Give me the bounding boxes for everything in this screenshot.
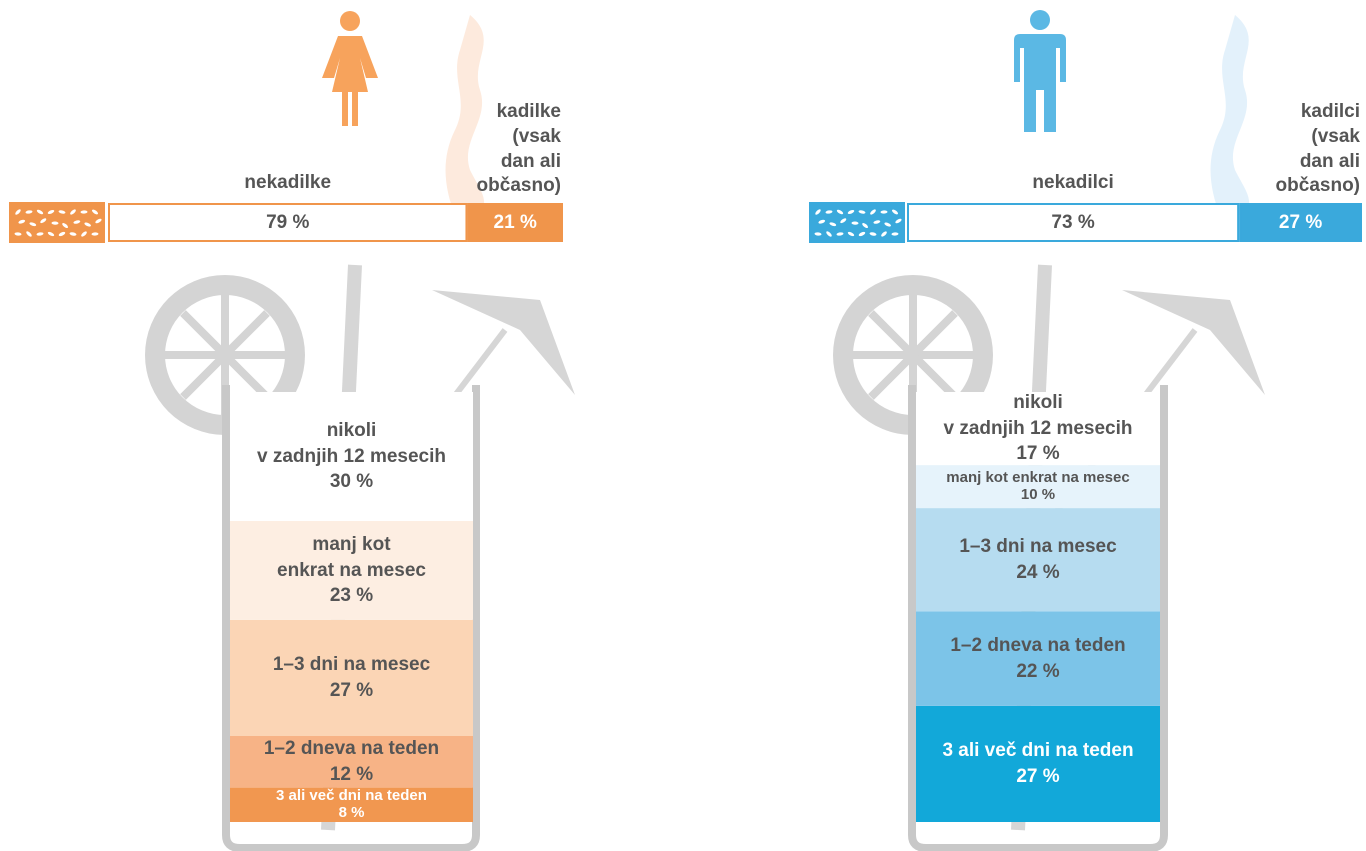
segment-label: 3 ali več dni na teden27 % (916, 706, 1160, 822)
category-label: 1–2 dneva na teden (264, 736, 439, 762)
category-label: 1–3 dni na mesec (273, 652, 430, 678)
value-label: 24 % (1016, 560, 1059, 586)
value-label: 8 % (339, 805, 365, 822)
value-label: 21 % (467, 211, 563, 236)
category-label: manj kot enkrat na mesec (946, 470, 1129, 487)
value-label: 73 % (907, 211, 1239, 236)
value-label: 23 % (330, 583, 373, 609)
category-label: nekadilci (907, 171, 1239, 196)
category-label: manj kot enkrat na mesec (277, 532, 426, 583)
category-label: 3 ali več dni na teden (276, 788, 427, 805)
category-label: 1–3 dni na mesec (959, 534, 1116, 560)
value-label: 27 % (1016, 764, 1059, 790)
infographic: 79 % nekadilke21 % kadilke (vsak dan ali o… (0, 0, 1366, 851)
drawing (0, 0, 1366, 851)
value-label: 10 % (1021, 487, 1055, 504)
value-label: 79 % (108, 211, 467, 236)
category-label: 1–2 dneva na teden (950, 633, 1125, 659)
category-label: kadilci (vsak dan ali občasno) (1276, 100, 1360, 199)
category-label: nikoli v zadnjih 12 mesecih (257, 418, 446, 469)
category-label: nekadilke (108, 171, 467, 196)
value-label: 12 % (330, 762, 373, 788)
category-label: nikoli v zadnjih 12 mesecih (943, 390, 1132, 441)
value-label: 27 % (1239, 211, 1362, 236)
category-label: kadilke (vsak dan ali občasno) (477, 100, 561, 199)
category-label: 3 ali več dni na teden (942, 738, 1133, 764)
value-label: 22 % (1016, 659, 1059, 685)
value-label: 17 % (1016, 441, 1059, 467)
value-label: 30 % (330, 469, 373, 495)
value-label: 27 % (330, 678, 373, 704)
